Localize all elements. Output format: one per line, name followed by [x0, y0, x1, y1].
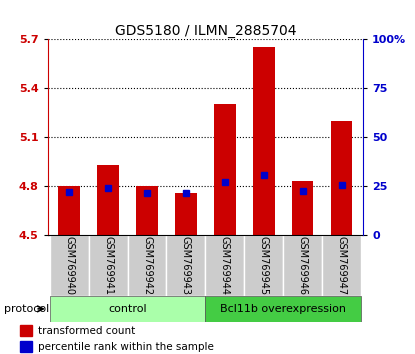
- Bar: [205, 296, 361, 322]
- Text: GSM769945: GSM769945: [259, 236, 269, 295]
- Text: GSM769940: GSM769940: [64, 236, 74, 295]
- Text: Bcl11b overexpression: Bcl11b overexpression: [220, 304, 346, 314]
- Bar: [244, 235, 283, 296]
- Text: GSM769941: GSM769941: [103, 236, 113, 295]
- Bar: [292, 181, 313, 235]
- Bar: [166, 235, 205, 296]
- Bar: [98, 165, 119, 235]
- Bar: [175, 193, 197, 235]
- Text: transformed count: transformed count: [38, 326, 135, 336]
- Text: control: control: [108, 304, 147, 314]
- Text: GSM769947: GSM769947: [337, 236, 347, 295]
- Bar: [283, 235, 322, 296]
- Text: GSM769942: GSM769942: [142, 236, 152, 295]
- Bar: [214, 104, 236, 235]
- Text: GSM769944: GSM769944: [220, 236, 230, 295]
- Text: protocol: protocol: [4, 304, 49, 314]
- Bar: [20, 325, 32, 336]
- Bar: [253, 47, 275, 235]
- Bar: [136, 186, 158, 235]
- Bar: [20, 341, 32, 353]
- Text: percentile rank within the sample: percentile rank within the sample: [38, 342, 213, 352]
- Bar: [50, 235, 89, 296]
- Bar: [205, 235, 244, 296]
- Bar: [331, 121, 352, 235]
- Bar: [50, 296, 205, 322]
- Bar: [127, 235, 166, 296]
- Bar: [59, 186, 80, 235]
- Bar: [89, 235, 127, 296]
- Title: GDS5180 / ILMN_2885704: GDS5180 / ILMN_2885704: [115, 24, 296, 38]
- Text: GSM769946: GSM769946: [298, 236, 308, 295]
- Bar: [322, 235, 361, 296]
- Text: GSM769943: GSM769943: [181, 236, 191, 295]
